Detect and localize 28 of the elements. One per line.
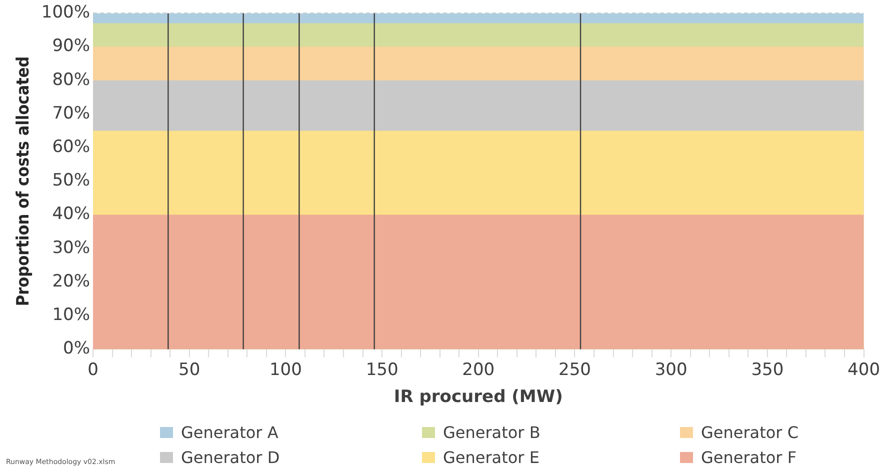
legend-label: Generator B (443, 423, 540, 442)
x-tick-label: 150 (366, 360, 398, 380)
y-tick-label: 90% (52, 36, 90, 56)
x-tick-label: 350 (751, 360, 784, 380)
x-tick-label: 200 (462, 360, 495, 380)
x-tick-label: 250 (558, 360, 591, 380)
x-tick-label: 400 (848, 360, 880, 380)
y-tick-label: 60% (52, 137, 90, 158)
legend-label: Generator C (701, 423, 799, 442)
legend-label: Generator F (701, 448, 797, 467)
y-tick-label: 20% (52, 271, 90, 292)
legend-label: Generator A (181, 423, 278, 442)
y-tick-label: 100% (41, 2, 90, 23)
y-tick-label: 50% (52, 170, 90, 191)
x-axis-title: IR procured (MW) (394, 387, 563, 408)
y-tick-label: 70% (52, 103, 90, 124)
y-tick-label: 10% (52, 305, 90, 326)
y-tick-label: 0% (63, 338, 90, 359)
y-tick-label: 30% (52, 238, 90, 258)
x-tick-label: 300 (654, 360, 688, 380)
legend-label: Generator D (181, 448, 280, 467)
x-tick-label: 50 (178, 360, 200, 380)
legend-label: Generator E (443, 448, 540, 467)
y-axis-title: Proportion of costs allocated (14, 56, 34, 306)
y-tick-label: 80% (52, 70, 90, 90)
x-tick-label: 100 (269, 360, 302, 380)
y-tick-label: 40% (52, 204, 90, 224)
x-tick-label: 0 (88, 360, 98, 380)
